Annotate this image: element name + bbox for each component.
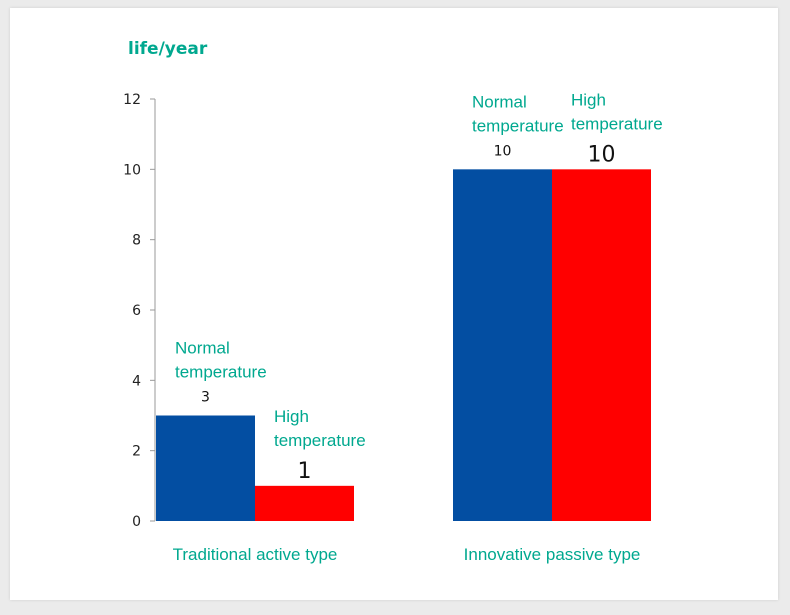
- series-label-line: High: [274, 407, 309, 426]
- series-label-line: temperature: [571, 114, 663, 133]
- series-label-1-normal: Normal temperature: [472, 92, 564, 135]
- value-label-0-normal: 3: [201, 390, 210, 406]
- y-tick-label-4: 4: [132, 373, 141, 389]
- series-label-line: temperature: [472, 116, 564, 135]
- series-label-line: High: [571, 90, 606, 109]
- bar-1-normal: [453, 169, 552, 522]
- series-label-line: temperature: [274, 431, 366, 450]
- y-axis-label: life/year: [128, 39, 208, 59]
- series-label-1-high: High temperature: [571, 90, 663, 133]
- series-label-0-high: High temperature: [274, 407, 366, 450]
- y-tick-label-6: 6: [132, 303, 141, 319]
- bar-1-high: [552, 169, 651, 522]
- y-tick-label-10: 10: [123, 162, 141, 178]
- series-label-line: temperature: [175, 363, 267, 382]
- y-tick-label-8: 8: [132, 233, 141, 249]
- bar-chart: life/year 0 2 4 6 8 10 12 3 10 1 10 Normal temperatur…: [123, 39, 663, 564]
- y-tick-label-2: 2: [132, 444, 141, 460]
- bar-0-high: [255, 485, 354, 521]
- y-tick-label-12: 12: [123, 92, 141, 108]
- series-label-0-normal: Normal temperature: [175, 339, 267, 382]
- category-label-1: Innovative passive type: [464, 545, 641, 564]
- category-label-0: Traditional active type: [173, 545, 338, 564]
- y-tick-label-0: 0: [132, 514, 141, 530]
- series-label-line: Normal: [175, 339, 230, 358]
- value-label-1-normal: 10: [494, 143, 512, 159]
- bar-0-normal: [156, 415, 255, 521]
- value-label-1-high: 10: [588, 142, 616, 167]
- value-label-0-high: 1: [298, 459, 312, 484]
- chart-card: life/year 0 2 4 6 8 10 12 3 10 1 10 Normal temperatur…: [10, 8, 778, 600]
- series-label-line: Normal: [472, 92, 527, 111]
